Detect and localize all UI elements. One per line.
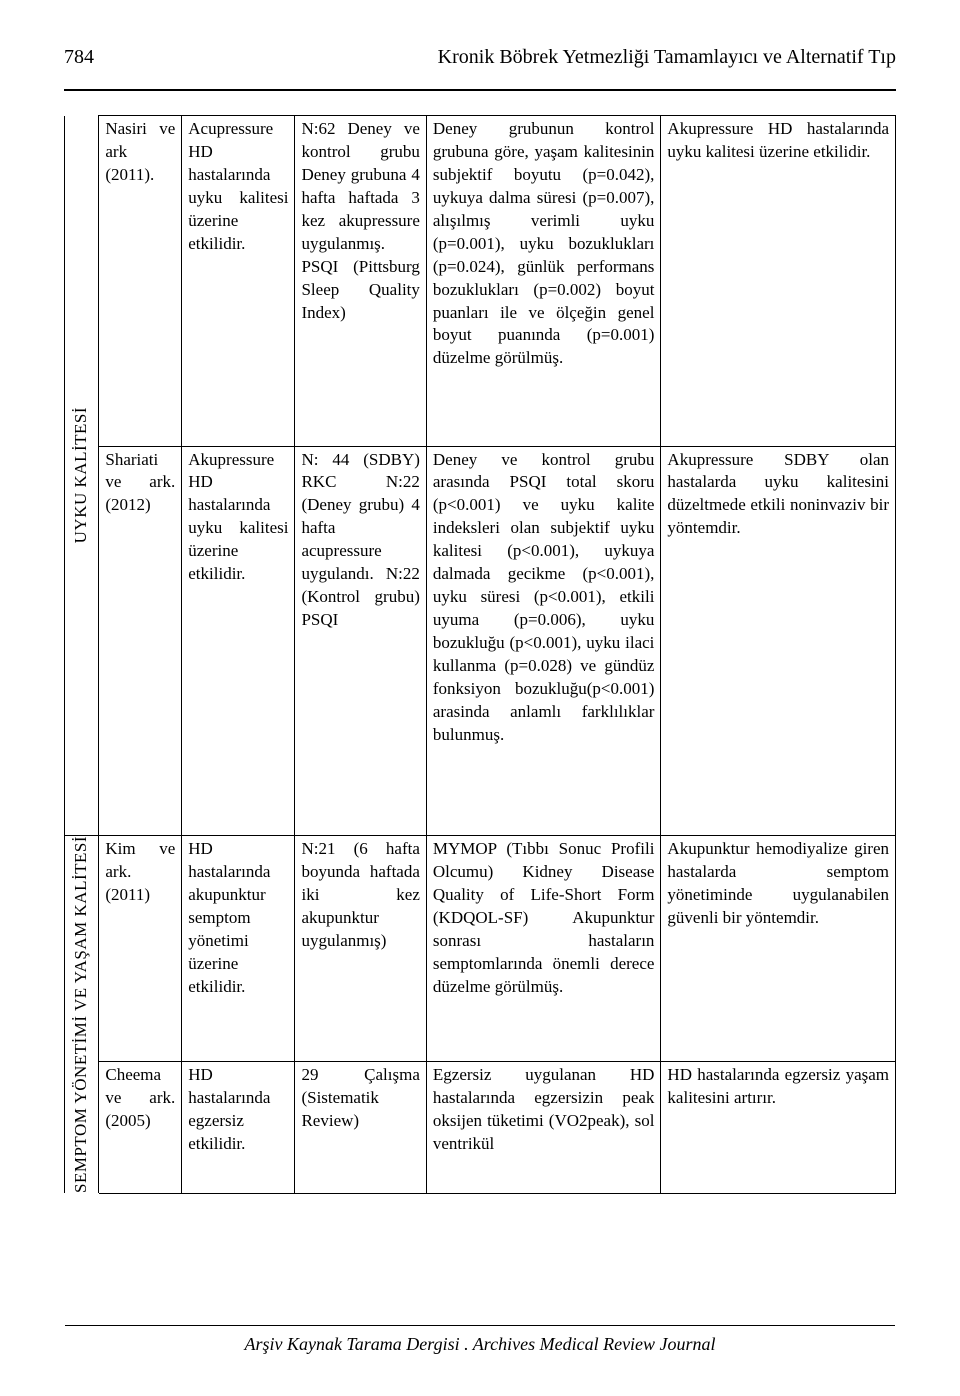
conclusion-cell: Akupressure HD hastalarında uyku kalites… — [661, 116, 896, 447]
hypothesis-cell: Akupressure HD hastalarında uyku kalites… — [182, 446, 295, 835]
method-cell: N:62 Deney ve kontrol grubu Deney grubun… — [295, 116, 426, 447]
conclusion-cell: Akupunktur hemodiyalize giren hastalarda… — [661, 836, 896, 1062]
method-cell: N: 44 (SDBY) RKC N:22 (Deney grubu) 4 ha… — [295, 446, 426, 835]
author-cell: Kim ve ark. (2011) — [99, 836, 182, 1062]
result-cell: Egzersiz uygulanan HD hastalarında egzer… — [426, 1061, 661, 1193]
result-cell: MYMOP (Tıbbı Sonuc Profili Olcumu) Kidne… — [426, 836, 661, 1062]
table-row: Cheema ve ark. (2005) HD hastalarında eg… — [65, 1061, 896, 1193]
result-cell: Deney grubunun kontrol grubuna göre, yaş… — [426, 116, 661, 447]
table-row: SEMPTOM YÖNETİMİ VE YAŞAM KALİTESİ Kim v… — [65, 836, 896, 1062]
evidence-table: UYKU KALİTESİ Nasiri ve ark (2011). Acup… — [64, 115, 896, 1194]
author-cell: Cheema ve ark. (2005) — [99, 1061, 182, 1193]
category-label: SEMPTOM YÖNETİMİ VE YAŞAM KALİTESİ — [70, 836, 93, 1193]
category-cell-symptom: SEMPTOM YÖNETİMİ VE YAŞAM KALİTESİ — [65, 836, 99, 1194]
conclusion-cell: Akupressure SDBY olan hastalarda uyku ka… — [661, 446, 896, 835]
footer-rule — [65, 1325, 895, 1326]
category-cell-sleep: UYKU KALİTESİ — [65, 116, 99, 836]
table-row: UYKU KALİTESİ Nasiri ve ark (2011). Acup… — [65, 116, 896, 447]
hypothesis-cell: HD hastalarında akupunktur semptom yönet… — [182, 836, 295, 1062]
category-label: UYKU KALİTESİ — [70, 407, 93, 543]
table-row: Shariati ve ark. (2012) Akupressure HD h… — [65, 446, 896, 835]
method-cell: N:21 (6 hafta boyunda haftada iki kez ak… — [295, 836, 426, 1062]
page-footer: Arşiv Kaynak Tarama Dergisi . Archives M… — [0, 1325, 960, 1356]
result-cell: Deney ve kontrol grubu arasında PSQI tot… — [426, 446, 661, 835]
hypothesis-cell: Acupressure HD hastalarında uyku kalites… — [182, 116, 295, 447]
author-cell: Shariati ve ark. (2012) — [99, 446, 182, 835]
running-title: Kronik Böbrek Yetmezliği Tamamlayıcı ve … — [438, 44, 896, 71]
footer-text: Arşiv Kaynak Tarama Dergisi . Archives M… — [244, 1334, 715, 1354]
header-rule — [64, 89, 896, 91]
author-cell: Nasiri ve ark (2011). — [99, 116, 182, 447]
running-header: 784 Kronik Böbrek Yetmezliği Tamamlayıcı… — [64, 44, 896, 71]
hypothesis-cell: HD hastalarında egzersiz etkilidir. — [182, 1061, 295, 1193]
page-number: 784 — [64, 44, 94, 71]
conclusion-cell: HD hastalarında egzersiz yaşam kalitesin… — [661, 1061, 896, 1193]
method-cell: 29 Çalışma (Sistematik Review) — [295, 1061, 426, 1193]
